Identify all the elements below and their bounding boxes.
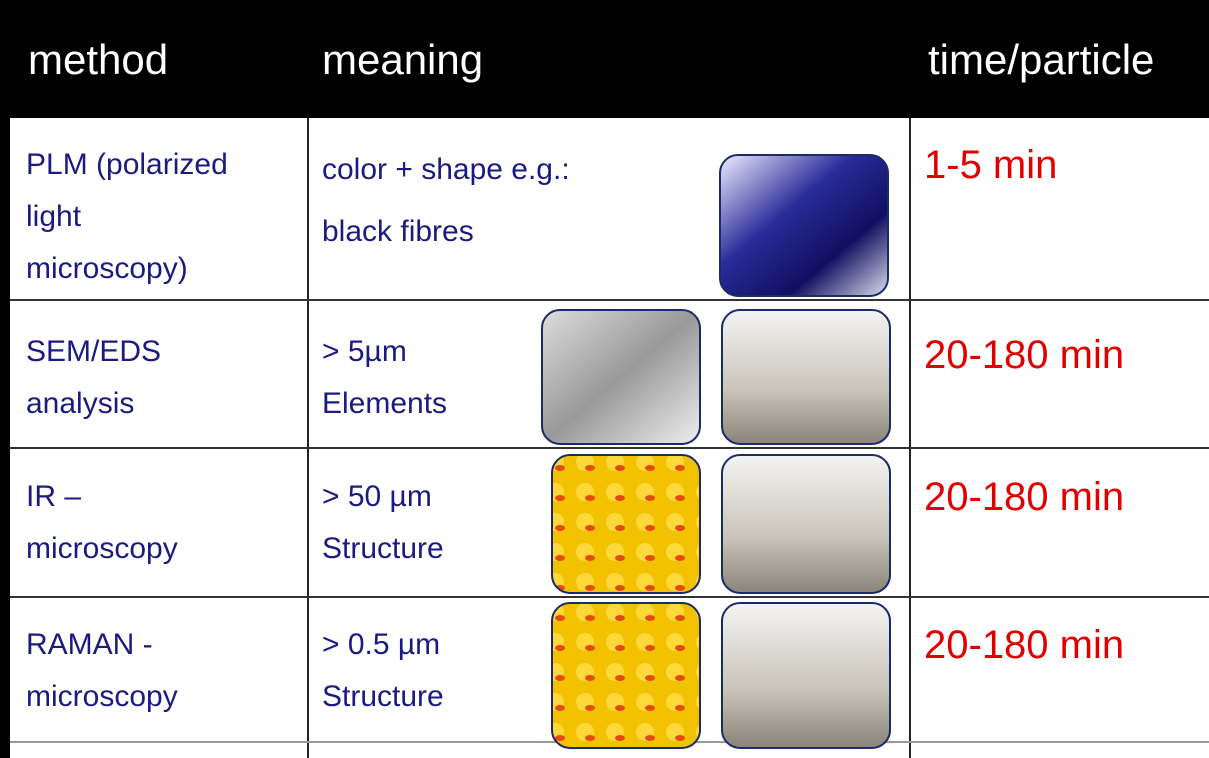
text-line: > 0.5 µm bbox=[322, 628, 441, 661]
image bbox=[721, 602, 891, 749]
image bbox=[719, 154, 889, 297]
header-band bbox=[0, 0, 1209, 118]
meaning-cell: > 0.5 µm Structure bbox=[322, 619, 444, 723]
image bbox=[541, 309, 701, 445]
time-cell: 1-5 min bbox=[924, 143, 1058, 187]
time-cell: 20-180 min bbox=[924, 333, 1125, 377]
text-line: color + shape e.g.: bbox=[322, 153, 570, 186]
text-line: > 5µm bbox=[322, 335, 407, 368]
time-cell: 20-180 min bbox=[924, 475, 1125, 519]
header-cell: method bbox=[28, 36, 169, 83]
column-divider bbox=[307, 118, 309, 758]
text-line: microscopy bbox=[26, 680, 178, 713]
text-line: Structure bbox=[322, 680, 444, 713]
text-line: black fibres bbox=[322, 215, 474, 248]
image bbox=[721, 454, 891, 594]
image bbox=[551, 454, 701, 594]
header-cell: meaning bbox=[322, 36, 484, 83]
row-divider bbox=[10, 447, 1209, 449]
meaning-cell: > 5µm Elements bbox=[322, 326, 447, 430]
text-line: Structure bbox=[322, 532, 444, 565]
text-line: IR – bbox=[26, 480, 82, 513]
image bbox=[551, 602, 701, 749]
column-divider bbox=[909, 118, 911, 758]
header-cell: time/particle bbox=[928, 36, 1155, 83]
meaning-cell: > 50 µm Structure bbox=[322, 471, 444, 575]
time-cell: 20-180 min bbox=[924, 623, 1125, 667]
method-cell: IR – microscopy bbox=[26, 471, 178, 575]
method-cell: PLM (polarized light microscopy) bbox=[26, 139, 228, 295]
text-line: RAMAN - bbox=[26, 628, 153, 661]
text-line: SEM/EDS bbox=[26, 335, 162, 368]
text-line: > 50 µm bbox=[322, 480, 432, 513]
method-cell: SEM/EDS analysis bbox=[26, 326, 161, 430]
row-divider bbox=[10, 596, 1209, 598]
text-line: microscopy) bbox=[26, 252, 188, 285]
left-border bbox=[0, 0, 10, 758]
text-line: Elements bbox=[322, 387, 448, 420]
text-line: microscopy bbox=[26, 532, 178, 565]
text-line: PLM (polarized bbox=[26, 148, 228, 181]
meaning-cell: color + shape e.g.: black fibres bbox=[322, 139, 570, 263]
text-line: light bbox=[26, 200, 82, 233]
row-divider bbox=[10, 299, 1209, 301]
text-line: analysis bbox=[26, 387, 135, 420]
method-cell: RAMAN - microscopy bbox=[26, 619, 178, 723]
image bbox=[721, 309, 891, 445]
